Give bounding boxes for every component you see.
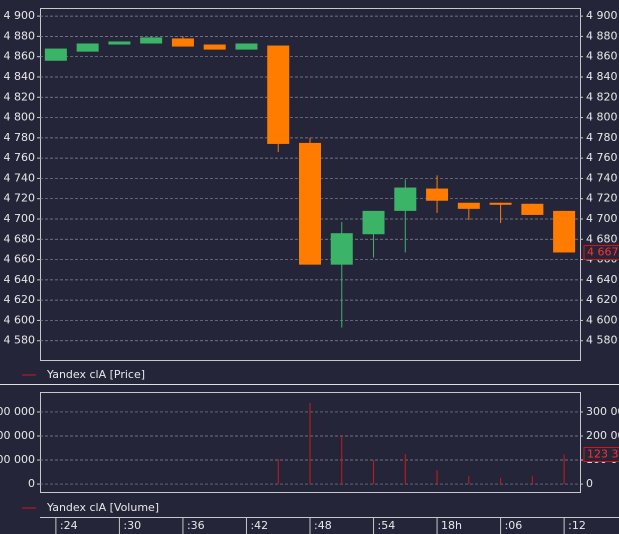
y-tick-label: 4 620 <box>586 293 618 306</box>
y-tick-label: 4 600 <box>4 313 36 326</box>
y-tick-label: 4 820 <box>4 90 36 103</box>
volume-frame <box>40 392 581 493</box>
legend-label: Yandex clA [Price] <box>46 368 145 381</box>
y-tick-label: 4 900 <box>4 9 36 22</box>
candle-body <box>76 43 99 52</box>
x-tick-label: :48 <box>314 519 332 532</box>
y-tick-label: 4 660 <box>4 253 36 266</box>
y-tick-label: 4 700 <box>586 212 618 225</box>
candle-body <box>426 188 449 201</box>
y-tick-label: 4 840 <box>586 70 618 83</box>
x-tick-label: :42 <box>250 519 268 532</box>
y-tick-label: 4 720 <box>4 192 36 205</box>
last-value-label: 4 667 <box>587 245 619 258</box>
y-tick-label: 4 600 <box>586 313 618 326</box>
candle-body <box>140 37 163 44</box>
y-tick-label: 100 000 <box>0 453 35 466</box>
y-tick-label: 4 840 <box>4 70 36 83</box>
candle-body <box>362 210 385 235</box>
y-tick-label: 300 000 <box>586 405 619 418</box>
y-tick-label: 4 620 <box>4 293 36 306</box>
price-frame <box>40 8 581 361</box>
candle-body <box>457 202 480 209</box>
y-tick-label: 0 <box>586 477 593 490</box>
candle-body <box>235 43 258 50</box>
candle-body <box>267 45 290 144</box>
candle-body <box>108 41 131 45</box>
y-tick-label: 4 780 <box>4 131 36 144</box>
candle-body <box>330 233 353 265</box>
y-tick-label: 4 740 <box>586 171 618 184</box>
candle-body <box>44 48 67 61</box>
y-tick-label: 0 <box>28 477 35 490</box>
y-tick-label: 4 880 <box>4 29 36 42</box>
y-tick-label: 4 780 <box>586 131 618 144</box>
y-tick-label: 4 700 <box>4 212 36 225</box>
last-value-label: 123 36 <box>587 448 619 461</box>
y-tick-label: 4 580 <box>4 334 36 347</box>
candle-body <box>521 203 544 215</box>
x-tick-label: :36 <box>187 519 205 532</box>
y-tick-label: 4 640 <box>4 273 36 286</box>
y-tick-label: 4 880 <box>586 29 618 42</box>
y-tick-label: 4 680 <box>4 232 36 245</box>
x-tick-label: :12 <box>568 519 586 532</box>
x-tick-label: :30 <box>123 519 141 532</box>
y-tick-label: 4 740 <box>4 171 36 184</box>
x-tick-label: 18h <box>441 519 462 532</box>
candle-body <box>553 210 576 253</box>
legend-label: Yandex clA [Volume] <box>46 501 159 514</box>
y-tick-label: 4 800 <box>586 111 618 124</box>
y-tick-label: 200 000 <box>0 429 35 442</box>
y-tick-label: 200 000 <box>586 429 619 442</box>
y-tick-label: 4 640 <box>586 273 618 286</box>
y-tick-label: 4 820 <box>586 90 618 103</box>
y-tick-label: 4 720 <box>586 192 618 205</box>
candle-body <box>203 44 226 50</box>
candle-body <box>171 38 194 47</box>
y-tick-label: 4 860 <box>4 50 36 63</box>
candle-body <box>489 202 512 205</box>
y-tick-label: 300 000 <box>0 405 35 418</box>
y-tick-label: 4 760 <box>4 151 36 164</box>
y-tick-label: 4 800 <box>4 111 36 124</box>
x-tick-label: :54 <box>378 519 396 532</box>
x-tick-label: :06 <box>505 519 523 532</box>
last-value-box <box>583 447 619 462</box>
last-value-box <box>583 244 619 260</box>
y-tick-label: 4 900 <box>586 9 618 22</box>
x-tick-label: :24 <box>60 519 78 532</box>
y-tick-label: 4 860 <box>586 50 618 63</box>
y-tick-label: 4 580 <box>586 334 618 347</box>
y-tick-label: 4 680 <box>586 232 618 245</box>
candle-body <box>394 187 417 211</box>
y-tick-label: 4 760 <box>586 151 618 164</box>
candle-body <box>299 142 321 265</box>
